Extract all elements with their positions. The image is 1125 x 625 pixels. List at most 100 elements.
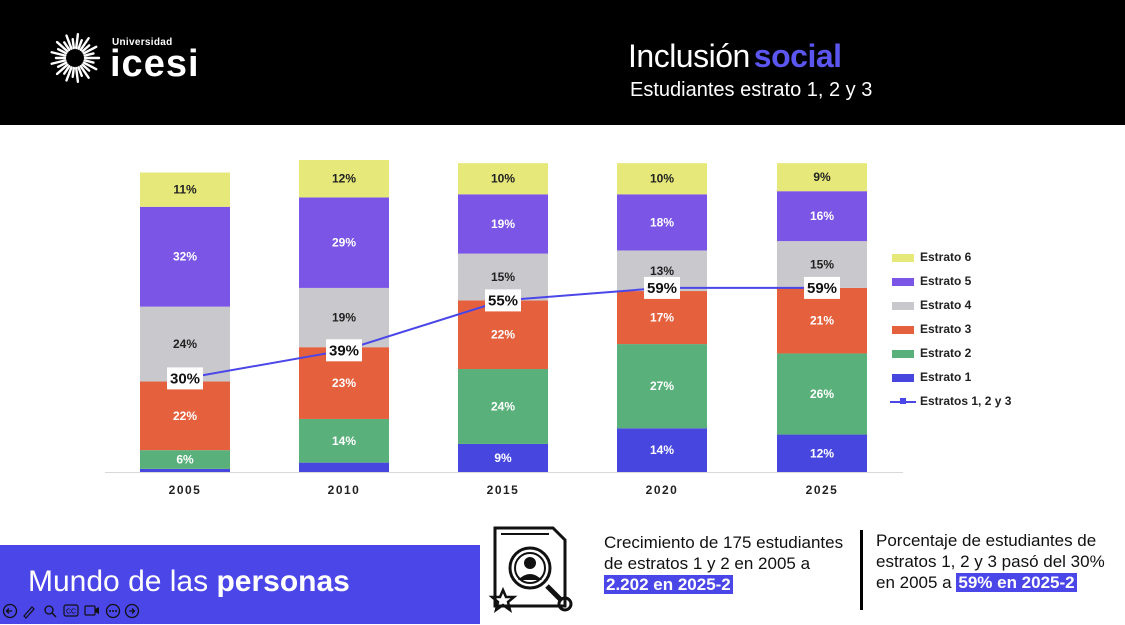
icesi-logo: Universidad icesi bbox=[48, 28, 218, 88]
stat-percentage-text: Porcentaje de estudiantes de estratos 1,… bbox=[876, 530, 1116, 593]
legend-swatch bbox=[892, 374, 914, 382]
logo-ray bbox=[50, 59, 67, 65]
bar-data-label: 11% bbox=[173, 183, 197, 197]
bar-data-label: 21% bbox=[810, 314, 834, 328]
footer-band: Mundo de las personas bbox=[0, 545, 480, 624]
header-bar: Universidad icesi Inclusión social Estudi… bbox=[0, 0, 1125, 125]
svg-text:CC: CC bbox=[66, 609, 76, 616]
logo-ray bbox=[63, 41, 71, 51]
legend-item: Estrato 1 bbox=[890, 370, 1050, 386]
bar-data-label: 14% bbox=[650, 443, 674, 457]
bar-segment bbox=[777, 353, 867, 435]
bar-data-label: 15% bbox=[810, 258, 834, 272]
prev-icon[interactable] bbox=[2, 603, 18, 619]
x-tick-label: 2015 bbox=[487, 483, 520, 497]
line-data-label: 59% bbox=[807, 280, 837, 297]
cc-icon[interactable]: CC bbox=[63, 604, 79, 617]
bar-segment bbox=[617, 344, 707, 429]
logo-university-text: Universidad bbox=[112, 37, 173, 48]
camera-icon[interactable] bbox=[84, 605, 99, 616]
logo-ray bbox=[77, 39, 83, 50]
bar-data-label: 15% bbox=[491, 270, 515, 284]
bar-data-label: 9% bbox=[813, 170, 831, 184]
bar-segment bbox=[140, 381, 230, 451]
logo-ray bbox=[81, 44, 91, 53]
x-tick-label: 2020 bbox=[646, 483, 679, 497]
stacked-bar-chart: 6% 22% 24% 32% 11% 2005 14% 23% 19% 29% 12% 2010 9% 2… bbox=[105, 160, 903, 497]
bar-data-label: 18% bbox=[650, 215, 674, 229]
bar-data-label: 22% bbox=[173, 409, 197, 423]
bar-segment bbox=[140, 172, 230, 207]
bar-segment bbox=[458, 163, 548, 195]
bar-data-label: 12% bbox=[332, 172, 356, 186]
footer-title-bold: personas bbox=[216, 565, 350, 598]
logo-ray bbox=[81, 63, 91, 72]
bar-segment bbox=[299, 160, 389, 198]
bar-data-label: 13% bbox=[650, 264, 674, 278]
pen-icon[interactable] bbox=[23, 606, 35, 619]
logo-ray bbox=[79, 65, 90, 79]
bar-data-label: 22% bbox=[491, 328, 515, 342]
bar-data-label: 17% bbox=[650, 311, 674, 325]
line-data-label: 55% bbox=[488, 292, 518, 309]
next-icon[interactable] bbox=[124, 603, 140, 619]
stat-growth-text: Crecimiento de 175 estudiantes de estrat… bbox=[604, 532, 854, 595]
bar-segment bbox=[458, 194, 548, 254]
line-label-box bbox=[644, 276, 680, 299]
bar-segment bbox=[617, 194, 707, 251]
stat-growth-highlight: 2.202 en 2025-2 bbox=[604, 575, 733, 594]
bar-data-label: 26% bbox=[810, 387, 834, 401]
legend-item: Estratos 1, 2 y 3 bbox=[890, 394, 1050, 410]
line-data-label: 59% bbox=[647, 280, 677, 297]
logo-ray bbox=[82, 45, 98, 55]
bar-segment bbox=[299, 418, 389, 463]
logo-ray bbox=[75, 32, 80, 50]
line-data-label: 39% bbox=[329, 342, 359, 359]
logo-ray bbox=[50, 51, 67, 57]
bar-data-label: 9% bbox=[494, 451, 512, 465]
bar-segment bbox=[777, 434, 867, 472]
line-label-box bbox=[485, 289, 521, 312]
more-icon[interactable] bbox=[105, 603, 121, 619]
bar-data-label: 27% bbox=[650, 379, 674, 393]
bar-segment bbox=[140, 450, 230, 469]
logo-ray bbox=[71, 66, 75, 79]
bar-segment bbox=[140, 468, 230, 472]
footer-title-regular: Mundo de las bbox=[28, 565, 217, 598]
legend-swatch bbox=[892, 350, 914, 358]
bar-data-label: 10% bbox=[650, 172, 674, 186]
footer-title: Mundo de las personas bbox=[28, 565, 350, 599]
line-label-box bbox=[326, 339, 362, 362]
logo-ray bbox=[55, 63, 69, 76]
bar-segment bbox=[617, 428, 707, 472]
legend-label: Estrato 4 bbox=[920, 298, 972, 312]
legend-label: Estrato 3 bbox=[920, 322, 972, 336]
bar-data-label: 32% bbox=[173, 250, 197, 264]
bar-segment bbox=[458, 443, 548, 472]
bar-data-label: 19% bbox=[332, 311, 356, 325]
bar-data-label: 6% bbox=[176, 453, 194, 467]
page-title: Inclusión social bbox=[628, 38, 842, 75]
x-tick-label: 2025 bbox=[806, 483, 839, 497]
legend-label: Estrato 1 bbox=[920, 370, 972, 384]
zoom-icon[interactable] bbox=[44, 605, 57, 618]
bar-segment bbox=[458, 369, 548, 444]
logo-ray bbox=[79, 37, 90, 51]
logo-ray bbox=[56, 61, 68, 69]
bar-segment bbox=[777, 191, 867, 242]
stat-percentage-body: Porcentaje de estudiantes de estratos 1,… bbox=[876, 531, 1105, 592]
legend-item: Estrato 4 bbox=[890, 298, 1050, 314]
legend-label: Estrato 2 bbox=[920, 346, 972, 360]
bar-data-label: 14% bbox=[332, 434, 356, 448]
logo-ray bbox=[55, 40, 69, 53]
logo-brand-text: icesi bbox=[110, 43, 200, 85]
legend-item: Estrato 3 bbox=[890, 322, 1050, 338]
person-badge-icon bbox=[488, 526, 573, 613]
logo-ray bbox=[83, 52, 95, 57]
bar-data-label: 10% bbox=[491, 172, 515, 186]
legend-line-marker bbox=[900, 398, 906, 404]
logo-ray bbox=[83, 59, 95, 64]
sunburst-logo-icon bbox=[50, 32, 101, 84]
legend-swatch bbox=[892, 302, 914, 310]
stat-growth-body: Crecimiento de 175 estudiantes de estrat… bbox=[604, 533, 844, 573]
